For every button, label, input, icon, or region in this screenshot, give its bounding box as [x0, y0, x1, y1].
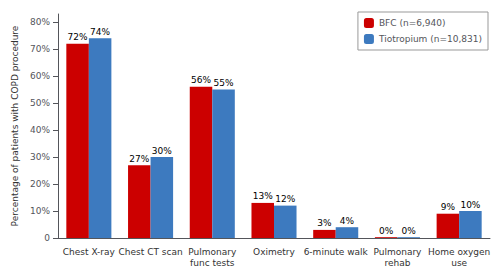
svg-text:72%: 72% — [68, 32, 88, 42]
svg-text:BFC (n=6,940): BFC (n=6,940) — [379, 18, 446, 28]
svg-text:13%: 13% — [253, 191, 273, 201]
svg-text:3%: 3% — [317, 218, 332, 228]
svg-text:4%: 4% — [340, 216, 355, 226]
svg-text:56%: 56% — [191, 75, 211, 85]
svg-text:0%: 0% — [402, 226, 417, 236]
svg-text:27%: 27% — [129, 154, 149, 164]
svg-text:40%: 40% — [30, 125, 50, 135]
svg-text:0: 0 — [44, 233, 50, 243]
svg-text:0%: 0% — [379, 226, 394, 236]
svg-text:Chest CT scan: Chest CT scan — [119, 247, 183, 257]
svg-text:80%: 80% — [30, 17, 50, 27]
svg-text:Pulmonary: Pulmonary — [188, 247, 237, 257]
svg-text:Percentage of patients with CO: Percentage of patients with COPD procedu… — [10, 25, 20, 226]
svg-text:10%: 10% — [30, 206, 50, 216]
svg-text:func tests: func tests — [190, 258, 235, 268]
svg-text:50%: 50% — [30, 98, 50, 108]
svg-text:10%: 10% — [460, 200, 480, 210]
svg-text:Home oxygen: Home oxygen — [428, 247, 490, 257]
svg-text:rehab: rehab — [384, 258, 410, 268]
svg-text:60%: 60% — [30, 71, 50, 81]
svg-text:70%: 70% — [30, 44, 50, 54]
svg-text:30%: 30% — [152, 146, 172, 156]
svg-text:9%: 9% — [441, 202, 456, 212]
svg-text:20%: 20% — [30, 179, 50, 189]
svg-text:Oximetry: Oximetry — [253, 247, 295, 257]
svg-text:Chest X-ray: Chest X-ray — [63, 247, 116, 257]
svg-text:55%: 55% — [214, 78, 234, 88]
svg-text:Pulmonary: Pulmonary — [373, 247, 422, 257]
svg-text:Tiotropium (n=10,831): Tiotropium (n=10,831) — [378, 34, 482, 44]
svg-text:12%: 12% — [275, 194, 295, 204]
svg-text:6-minute walk: 6-minute walk — [304, 247, 369, 257]
svg-text:use: use — [451, 258, 467, 268]
svg-text:74%: 74% — [90, 27, 110, 37]
svg-text:30%: 30% — [30, 152, 50, 162]
